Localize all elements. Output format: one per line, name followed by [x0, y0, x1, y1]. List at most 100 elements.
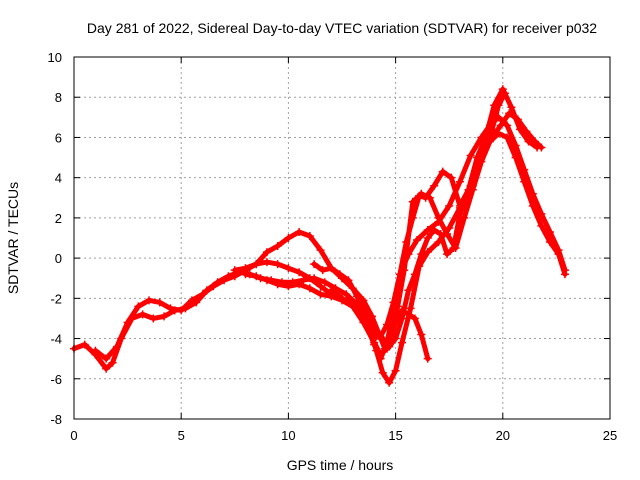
data-point	[447, 173, 456, 182]
data-point	[481, 133, 490, 142]
data-point	[295, 227, 304, 236]
data-point	[361, 310, 370, 319]
data-point	[410, 270, 419, 279]
data-point	[494, 129, 503, 138]
data-point	[455, 177, 464, 186]
data-point	[410, 314, 419, 323]
data-point	[327, 264, 336, 273]
y-tick-label: -6	[50, 372, 62, 387]
x-tick-label: 20	[496, 428, 510, 443]
data-point	[155, 298, 164, 307]
y-tick-label: 0	[55, 251, 62, 266]
x-tick-label: 25	[603, 428, 617, 443]
data-point	[305, 284, 314, 293]
chart-title: Day 281 of 2022, Sidereal Day-to-day VTE…	[87, 20, 597, 36]
data-point	[370, 338, 379, 347]
data-point	[436, 229, 445, 238]
data-point	[417, 330, 426, 339]
data-point	[554, 250, 563, 259]
data-point	[421, 193, 430, 202]
data-point	[490, 101, 499, 110]
axis-ticks	[73, 56, 611, 420]
data-point	[423, 234, 432, 242]
data-point	[108, 358, 117, 367]
data-point	[404, 286, 413, 295]
data-point	[198, 290, 207, 299]
data-point	[391, 366, 400, 375]
data-point	[503, 133, 512, 142]
data-point	[515, 125, 524, 134]
data-point	[395, 270, 404, 279]
data-point	[305, 231, 314, 240]
data-point	[473, 153, 482, 162]
y-tick-label: 6	[55, 130, 62, 145]
data-point	[533, 143, 542, 152]
data-point	[316, 246, 325, 255]
data-point	[389, 298, 398, 307]
data-point	[507, 103, 516, 112]
y-tick-label: 2	[55, 211, 62, 226]
y-tick-label: -8	[50, 412, 62, 427]
data-point	[524, 137, 533, 146]
data-point	[383, 344, 392, 353]
data-point	[464, 185, 473, 194]
data-point	[385, 378, 394, 387]
data-point	[295, 268, 304, 277]
data-point	[209, 282, 218, 291]
data-point	[138, 310, 147, 319]
data-point	[406, 304, 415, 313]
data-point	[284, 264, 293, 273]
y-tick-label: -4	[50, 332, 62, 347]
data-point	[520, 177, 529, 186]
data-point	[376, 350, 385, 359]
plot-frame	[73, 56, 611, 420]
data-point	[273, 260, 282, 269]
data-point	[252, 272, 261, 281]
data-point	[511, 153, 520, 162]
data-point	[284, 282, 293, 291]
data-point	[370, 326, 379, 335]
data-point	[423, 248, 432, 257]
data-point	[318, 266, 327, 275]
data-point	[145, 296, 154, 305]
data-point	[413, 236, 422, 245]
data-point	[160, 312, 169, 321]
y-tick-label: 10	[48, 50, 62, 65]
series-1	[70, 113, 569, 373]
data-point	[348, 302, 357, 311]
data-point	[134, 302, 143, 311]
data-point	[404, 310, 413, 319]
data-point	[316, 282, 325, 291]
data-point	[327, 292, 336, 301]
data-point	[320, 278, 329, 287]
data-point	[466, 151, 475, 160]
series-6	[241, 270, 432, 363]
data-point	[149, 314, 158, 323]
data-point	[273, 242, 282, 251]
data-point	[376, 332, 385, 341]
data-point	[391, 318, 400, 327]
data-point	[455, 201, 464, 210]
data-point	[230, 266, 239, 275]
data-point	[430, 181, 439, 190]
data-point	[262, 248, 271, 257]
data-point	[102, 364, 111, 373]
data-point	[344, 276, 353, 285]
y-tick-label: -2	[50, 291, 62, 306]
tick-labels: 0 5 10 15 20 25 -8 -6 -4 -2 0 2 4 6 8 10	[48, 50, 618, 443]
data-point	[438, 167, 447, 176]
series-trace	[71, 114, 568, 372]
data-point	[528, 201, 537, 210]
data-point	[342, 290, 351, 299]
data-point	[359, 318, 368, 327]
data-point	[434, 213, 443, 222]
data-points	[70, 85, 569, 387]
data-point	[353, 292, 362, 301]
data-point	[537, 221, 546, 230]
data-point	[449, 244, 458, 253]
x-tick-label: 10	[281, 428, 295, 443]
data-point	[335, 270, 344, 279]
grid-lines	[74, 57, 610, 419]
data-point	[560, 270, 569, 279]
